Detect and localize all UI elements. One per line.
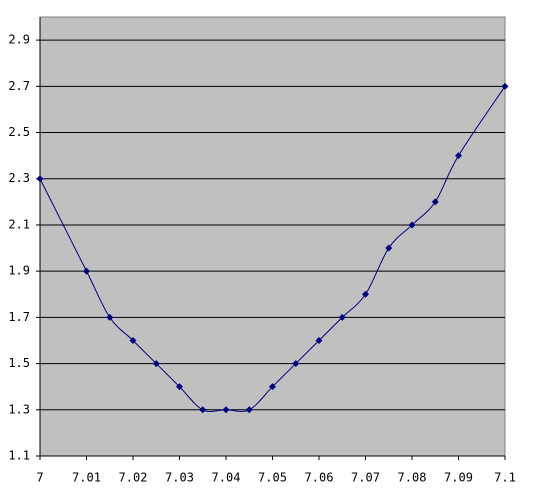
y-tick-label: 1.9 <box>8 264 30 278</box>
point <box>176 383 183 391</box>
x-tick-label: 7.08 <box>398 471 427 485</box>
x-tick-label: 7.02 <box>119 471 148 485</box>
point <box>83 267 90 275</box>
point <box>455 152 462 160</box>
point <box>129 336 137 344</box>
y-tick-label: 1.7 <box>8 310 30 324</box>
x-tick-label: 7.09 <box>444 471 473 485</box>
point <box>385 244 393 252</box>
point <box>408 221 416 229</box>
x-tick-label: 7.1 <box>494 471 516 485</box>
point <box>431 198 439 206</box>
point <box>269 383 276 391</box>
y-tick-label: 1.5 <box>8 356 30 370</box>
y-tick-label: 2.9 <box>8 33 30 47</box>
point <box>106 313 114 321</box>
point <box>315 336 323 344</box>
x-tick-label: 7.03 <box>165 471 194 485</box>
y-tick-label: 2.3 <box>8 171 30 185</box>
x-tick-label: 7.06 <box>305 471 334 485</box>
y-tick-label: 2.7 <box>8 79 30 93</box>
point <box>338 313 346 321</box>
x-tick-label: 7.01 <box>72 471 101 485</box>
x-tick-label: 7 <box>36 471 43 485</box>
point <box>152 360 160 368</box>
y-tick-label: 2.5 <box>8 125 30 139</box>
y-tick-label: 2.1 <box>8 217 30 231</box>
y-tick-label: 1.1 <box>8 449 30 463</box>
x-tick-label: 7.05 <box>258 471 287 485</box>
point <box>362 290 369 298</box>
point <box>222 406 230 414</box>
point <box>199 406 207 414</box>
y-tick-label: 1.3 <box>8 402 30 416</box>
point <box>245 406 253 414</box>
point <box>501 82 509 90</box>
point <box>36 175 44 183</box>
point <box>292 360 300 368</box>
x-tick-label: 7.07 <box>351 471 380 485</box>
x-tick-label: 7.04 <box>212 471 241 485</box>
plot-area <box>39 16 506 457</box>
